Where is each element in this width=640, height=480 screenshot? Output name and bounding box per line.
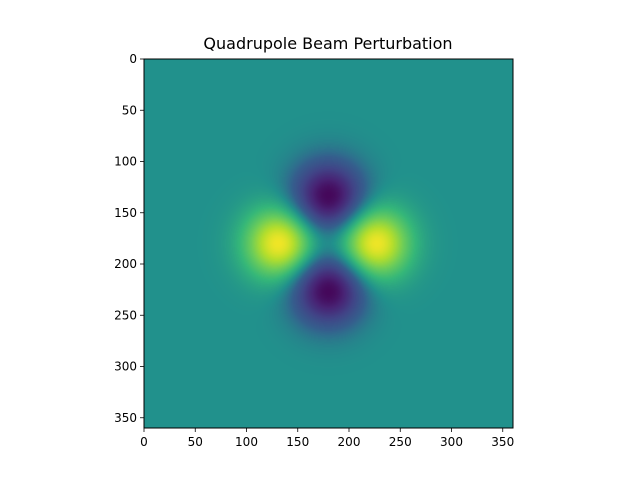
x-tick-label: 200 xyxy=(338,435,361,449)
y-tick-label: 350 xyxy=(114,411,137,425)
x-tick-label: 0 xyxy=(140,435,148,449)
chart-title: Quadrupole Beam Perturbation xyxy=(203,34,452,53)
y-tick-label: 200 xyxy=(114,257,137,271)
x-tick-label: 50 xyxy=(188,435,203,449)
y-tick-label: 250 xyxy=(114,308,137,322)
x-tick-label: 300 xyxy=(440,435,463,449)
y-tick-label: 150 xyxy=(114,206,137,220)
x-tick-label: 250 xyxy=(389,435,412,449)
y-tick-label: 100 xyxy=(114,155,137,169)
plot-frame xyxy=(143,58,514,429)
y-axis: 0 50 100 150 200 250 300 350 xyxy=(114,52,144,425)
y-tick-label: 0 xyxy=(129,52,137,66)
x-axis: 0 50 100 150 200 250 300 350 xyxy=(140,428,514,449)
y-tick-label: 300 xyxy=(114,360,137,374)
x-tick-label: 150 xyxy=(286,435,309,449)
y-tick-label: 50 xyxy=(122,103,137,117)
heatmap-image xyxy=(144,59,513,428)
x-tick-label: 350 xyxy=(491,435,514,449)
x-tick-label: 100 xyxy=(235,435,258,449)
